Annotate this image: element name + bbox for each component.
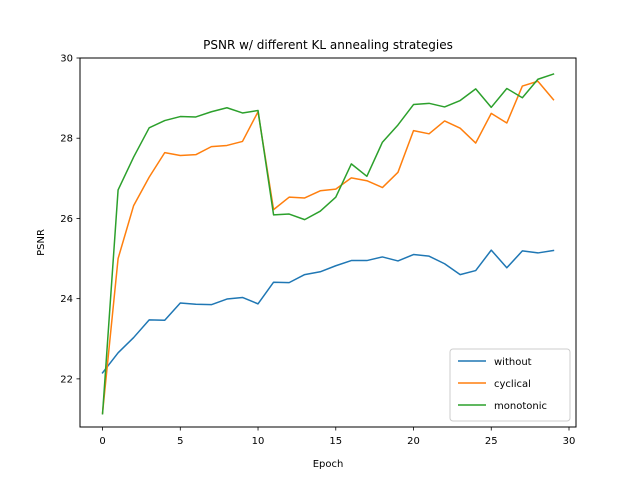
y-tick-label: 26: [60, 214, 73, 225]
x-tick-label: 30: [563, 436, 576, 447]
y-axis: 22 24 26 28 30: [60, 54, 80, 385]
legend: without cyclical monotonic: [449, 348, 571, 422]
x-axis: 0 5 10 15 20 25 30: [99, 427, 575, 447]
legend-label-without: without: [494, 357, 532, 368]
x-tick-label: 20: [407, 436, 420, 447]
legend-box: [449, 348, 571, 422]
y-tick-label: 22: [60, 374, 73, 385]
series-line-cyclical: [101, 80, 555, 414]
y-axis-label: PSNR: [36, 229, 47, 256]
series-line-without: [101, 249, 555, 374]
y-tick-label: 28: [60, 134, 73, 145]
legend-label-cyclical: cyclical: [494, 379, 531, 390]
y-tick-label: 30: [60, 54, 73, 65]
legend-label-monotonic: monotonic: [494, 401, 547, 412]
x-tick-label: 0: [99, 436, 105, 447]
y-tick-label: 24: [60, 294, 73, 305]
x-tick-label: 10: [252, 436, 265, 447]
chart-title: PSNR w/ different KL annealing strategie…: [203, 38, 453, 52]
x-axis-label: Epoch: [313, 459, 344, 470]
x-tick-label: 15: [329, 436, 342, 447]
plot-area: [101, 73, 555, 415]
series-line-monotonic: [101, 73, 555, 415]
x-tick-label: 25: [485, 436, 498, 447]
axes-frame: [79, 57, 577, 428]
x-tick-label: 5: [177, 436, 183, 447]
